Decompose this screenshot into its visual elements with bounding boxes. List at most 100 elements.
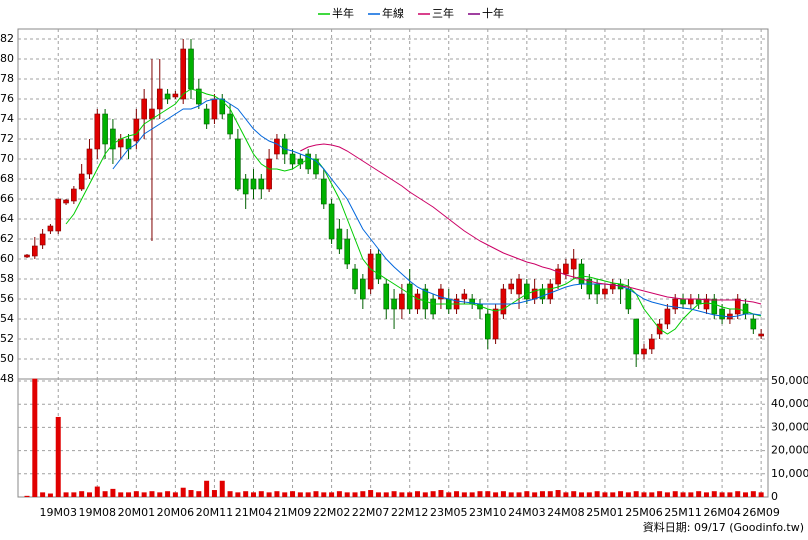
y-tick-label: 78 xyxy=(0,72,14,85)
x-tick-label: 23M10 xyxy=(469,506,507,519)
volume-bar xyxy=(40,492,46,497)
y-tick-label: 56 xyxy=(0,292,14,305)
volume-bar xyxy=(86,492,92,497)
volume-bar xyxy=(235,492,241,497)
legend-label: 年線 xyxy=(382,6,404,20)
volume-bar xyxy=(274,491,280,497)
candle-body xyxy=(164,93,171,100)
volume-bar xyxy=(664,492,670,497)
volume-bar xyxy=(571,491,577,497)
y-tick-label: 58 xyxy=(0,272,14,285)
volume-bar xyxy=(508,492,514,497)
volume-bar xyxy=(618,491,624,497)
y-tick-label: 66 xyxy=(0,192,14,205)
volume-bar xyxy=(680,492,686,497)
candle-body xyxy=(266,158,272,190)
volume-bar xyxy=(118,492,124,497)
volume-bar xyxy=(430,491,436,497)
volume-bar xyxy=(258,491,264,497)
y-tick-label: 82 xyxy=(0,32,14,45)
y-tick-label: 64 xyxy=(0,212,14,225)
volume-bar xyxy=(47,493,53,497)
volume-bar xyxy=(711,491,717,497)
y2-tick-label: 10,000 xyxy=(771,467,808,480)
candle-body xyxy=(172,93,179,98)
candle-body xyxy=(383,283,390,310)
candle-body xyxy=(352,268,358,290)
x-tick-label: 22M12 xyxy=(391,506,429,519)
volume-bar xyxy=(500,491,506,497)
volume-bar xyxy=(719,492,725,497)
y-tick-label: 70 xyxy=(0,152,14,165)
volume-bar xyxy=(344,492,350,497)
candle-body xyxy=(430,298,436,315)
volume-bar xyxy=(211,490,217,497)
candle-body xyxy=(156,88,163,110)
volume-bar xyxy=(102,491,108,497)
x-tick-label: 25M01 xyxy=(586,506,624,519)
x-tick-label: 25M11 xyxy=(664,506,702,519)
volume-bar xyxy=(375,492,381,497)
candle-body xyxy=(711,298,718,315)
volume-bar xyxy=(586,492,592,497)
candle-body xyxy=(367,253,374,290)
candle-body xyxy=(336,228,343,250)
volume-bar xyxy=(688,492,694,497)
candle-body xyxy=(516,278,522,295)
volume-bar xyxy=(204,480,210,497)
volume-bar xyxy=(94,486,100,497)
volume-bar xyxy=(290,491,296,497)
candle-body xyxy=(320,178,327,205)
y-tick-label: 76 xyxy=(0,92,14,105)
volume-bar xyxy=(563,492,569,497)
y-tick-label: 72 xyxy=(0,132,14,145)
volume-bar xyxy=(71,492,77,497)
volume-bar xyxy=(352,492,358,497)
candle-body xyxy=(570,258,577,270)
candle-body xyxy=(484,313,491,340)
volume-bar xyxy=(196,491,202,497)
candle-body xyxy=(32,245,38,257)
candle-body xyxy=(203,108,210,125)
volume-bar xyxy=(305,492,311,497)
x-tick-label: 20M06 xyxy=(157,506,195,519)
volume-bar xyxy=(633,491,639,497)
ma-line xyxy=(65,88,762,335)
volume-bar xyxy=(641,492,647,497)
volume-bar xyxy=(243,491,249,497)
candle-body xyxy=(461,293,468,300)
y2-tick-label: 40,000 xyxy=(771,397,808,410)
candle-body xyxy=(414,293,421,310)
candle-body xyxy=(500,288,507,315)
y2-tick-label: 30,000 xyxy=(771,420,808,433)
candle-body xyxy=(63,199,69,204)
candle-body xyxy=(641,348,647,355)
candle-body xyxy=(758,333,764,337)
candle-body xyxy=(719,308,725,320)
candle-body xyxy=(680,298,686,305)
y-tick-label: 60 xyxy=(0,252,14,265)
candle-body xyxy=(391,298,397,310)
candle-body xyxy=(196,88,202,105)
candle-body xyxy=(750,318,757,330)
candle-body xyxy=(578,263,585,285)
volume-bar xyxy=(157,492,163,497)
volume-bar xyxy=(399,492,405,497)
y2-tick-label: 20,000 xyxy=(771,444,808,457)
volume-bar xyxy=(422,492,428,497)
volume-bar xyxy=(524,491,530,497)
candle-body xyxy=(344,238,351,265)
volume-bar xyxy=(696,491,702,497)
volume-bar xyxy=(610,492,616,497)
volume-bar xyxy=(149,491,155,497)
candle-body xyxy=(55,198,62,232)
candle-body xyxy=(422,288,429,310)
volume-bar xyxy=(282,492,288,497)
candle-body xyxy=(180,48,186,100)
candle-body xyxy=(734,298,741,315)
volume-bar xyxy=(141,492,147,497)
candle-body xyxy=(78,173,85,190)
y-tick-label: 62 xyxy=(0,232,14,245)
volume-bar xyxy=(625,492,631,497)
